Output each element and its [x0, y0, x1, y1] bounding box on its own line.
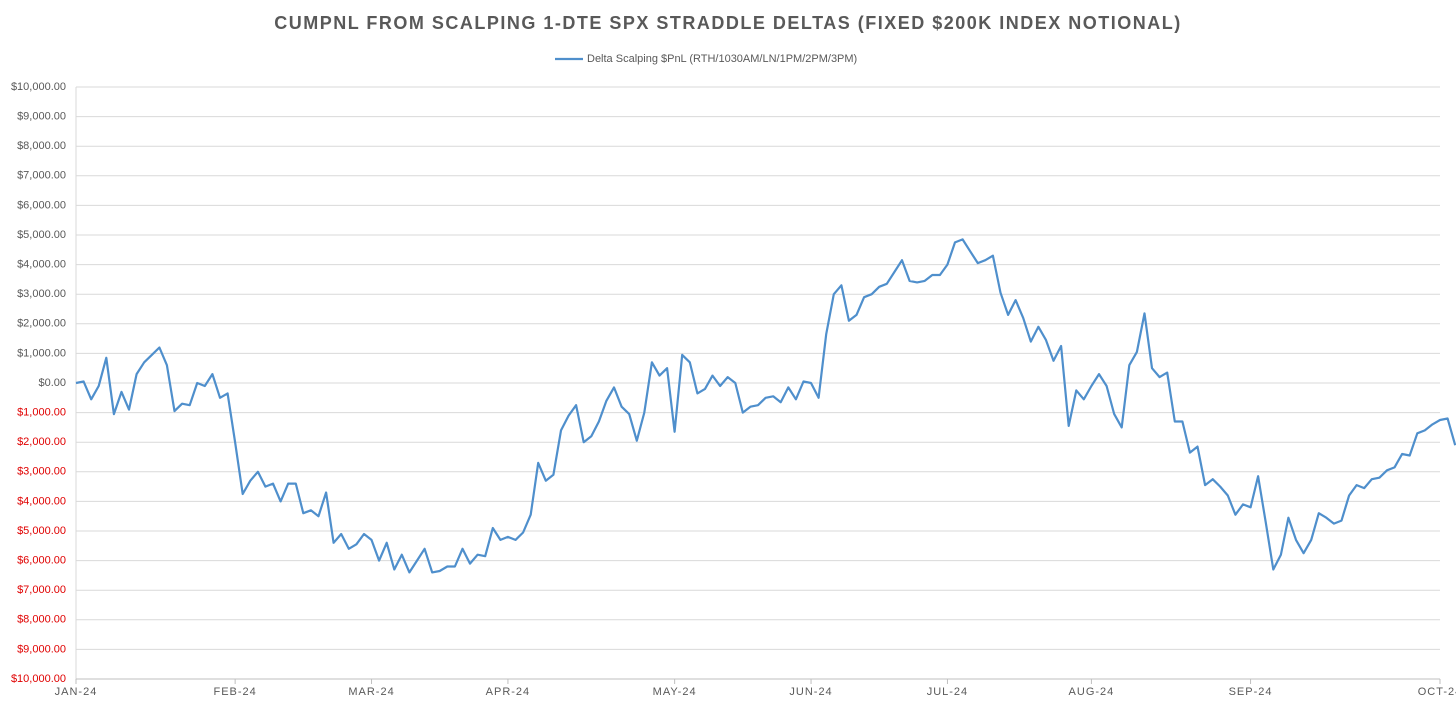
y-tick-label: $2,000.00 — [17, 318, 66, 330]
y-tick-label: $5,000.00 — [17, 525, 66, 537]
y-tick-label: $3,000.00 — [17, 466, 66, 478]
x-tick-label: MAY-24 — [653, 686, 697, 698]
x-tick-label: JUN-24 — [789, 686, 832, 698]
x-tick-label: MAR-24 — [348, 686, 394, 698]
y-tick-label: $1,000.00 — [17, 407, 66, 419]
y-tick-label: $3,000.00 — [17, 288, 66, 300]
y-tick-label: $7,000.00 — [17, 170, 66, 182]
y-tick-label: $9,000.00 — [17, 111, 66, 123]
y-tick-label: $0.00 — [38, 377, 66, 389]
data-line — [75, 238, 1456, 574]
x-tick-label: APR-24 — [486, 686, 531, 698]
x-tick-label: AUG-24 — [1069, 686, 1115, 698]
y-tick-label: $10,000.00 — [11, 673, 66, 685]
y-tick-label: $2,000.00 — [17, 436, 66, 448]
legend-label: Delta Scalping $PnL (RTH/1030AM/LN/1PM/2… — [587, 53, 857, 65]
y-tick-label: $6,000.00 — [17, 555, 66, 567]
y-tick-label: $10,000.00 — [11, 81, 66, 93]
chart-title: CUMPNL FROM SCALPING 1-DTE SPX STRADDLE … — [274, 13, 1182, 33]
y-tick-label: $8,000.00 — [17, 614, 66, 626]
y-tick-label: $6,000.00 — [17, 199, 66, 211]
y-tick-label: $8,000.00 — [17, 140, 66, 152]
y-tick-label: $1,000.00 — [17, 347, 66, 359]
y-tick-label: $5,000.00 — [17, 229, 66, 241]
x-tick-label: SEP-24 — [1229, 686, 1273, 698]
y-tick-label: $4,000.00 — [17, 259, 66, 271]
y-tick-label: $7,000.00 — [17, 584, 66, 596]
x-tick-label: FEB-24 — [213, 686, 256, 698]
y-tick-label: $4,000.00 — [17, 495, 66, 507]
y-tick-label: $9,000.00 — [17, 643, 66, 655]
x-tick-label: OCT-24 — [1418, 686, 1456, 698]
x-tick-label: JAN-24 — [55, 686, 98, 698]
x-tick-label: JUL-24 — [927, 686, 968, 698]
